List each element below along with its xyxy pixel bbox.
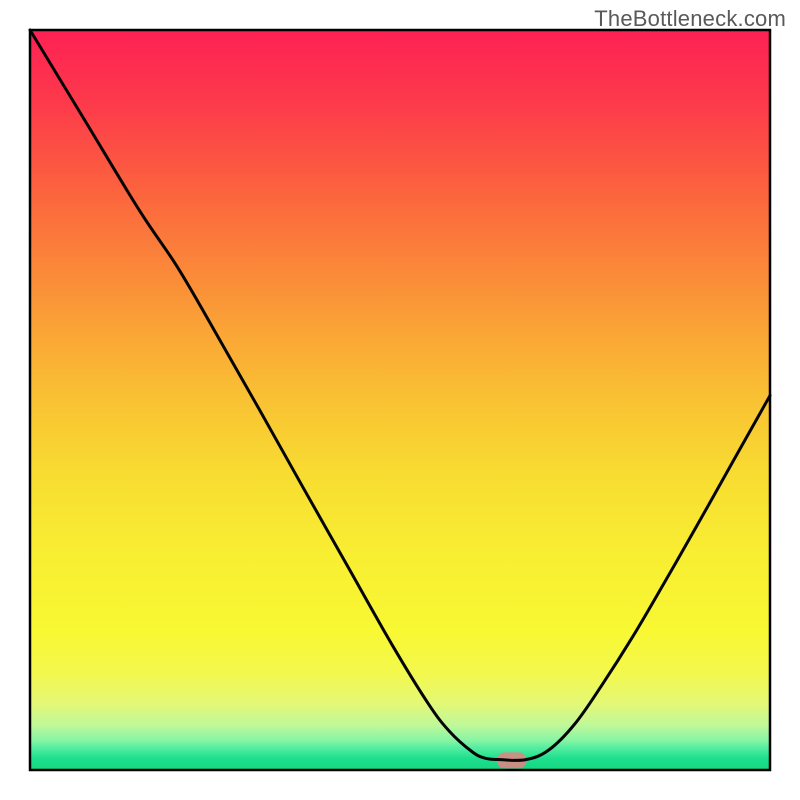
watermark: TheBottleneck.com	[594, 6, 786, 32]
chart-svg	[0, 0, 800, 800]
chart-container: TheBottleneck.com	[0, 0, 800, 800]
